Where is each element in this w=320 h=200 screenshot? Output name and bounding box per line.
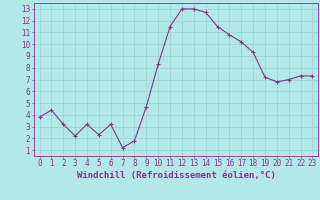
X-axis label: Windchill (Refroidissement éolien,°C): Windchill (Refroidissement éolien,°C) bbox=[76, 171, 276, 180]
